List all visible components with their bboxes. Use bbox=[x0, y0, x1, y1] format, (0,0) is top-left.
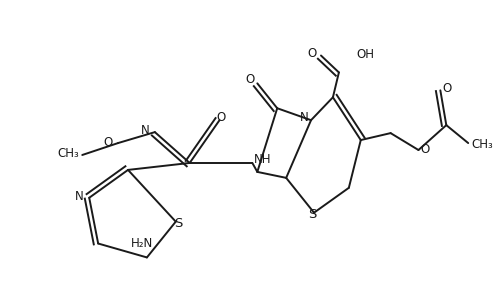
Text: O: O bbox=[245, 73, 254, 86]
Text: NH: NH bbox=[254, 154, 272, 166]
Text: N: N bbox=[75, 190, 84, 203]
Text: CH₃: CH₃ bbox=[58, 147, 79, 160]
Text: OH: OH bbox=[357, 48, 375, 61]
Text: H₂N: H₂N bbox=[131, 237, 153, 250]
Text: S: S bbox=[308, 208, 316, 221]
Text: N: N bbox=[300, 111, 309, 124]
Text: O: O bbox=[104, 136, 113, 148]
Text: O: O bbox=[420, 143, 430, 155]
Text: N: N bbox=[141, 124, 150, 136]
Text: O: O bbox=[308, 47, 317, 60]
Text: O: O bbox=[217, 111, 226, 124]
Text: O: O bbox=[442, 82, 452, 95]
Text: S: S bbox=[175, 217, 183, 230]
Text: CH₃: CH₃ bbox=[471, 138, 493, 151]
